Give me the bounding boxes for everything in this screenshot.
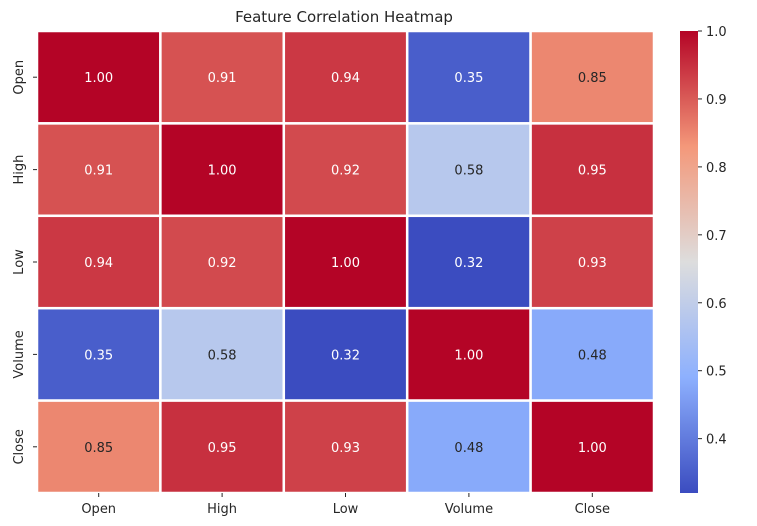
heatmap-cell (405, 214, 532, 310)
colorbar-gradient (680, 31, 698, 493)
cell-value-label: 0.92 (208, 256, 237, 271)
colorbar-tick-label: 0.6 (706, 297, 727, 312)
cell-value-label: 0.32 (454, 256, 483, 271)
heatmap-cell (35, 29, 162, 125)
x-axis: Open High Low Volume Close (81, 493, 610, 517)
cell-value-label: 1.00 (84, 71, 113, 86)
cell-value-label: 0.85 (84, 441, 113, 456)
x-tick-label: Open (81, 502, 116, 517)
heatmap-cell (282, 122, 409, 218)
chart-title: Feature Correlation Heatmap (235, 8, 453, 26)
cell-value-label: 0.35 (454, 71, 483, 86)
y-tick-label: Volume (12, 330, 27, 378)
cell-value-label: 0.35 (84, 348, 113, 363)
colorbar-tick-label: 0.4 (706, 433, 727, 448)
cell-value-label: 0.94 (331, 71, 360, 86)
cell-value-label: 0.95 (208, 441, 237, 456)
cell-value-label: 0.48 (578, 348, 607, 363)
colorbar-tick-label: 0.9 (706, 93, 727, 108)
y-tick-label: High (12, 155, 27, 185)
colorbar-tick-label: 0.7 (706, 229, 727, 244)
heatmap-cell (159, 306, 286, 402)
heatmap-cell (405, 306, 532, 402)
cell-value-label: 0.91 (208, 71, 237, 86)
y-tick-label: Close (12, 429, 27, 464)
x-tick-label: High (207, 502, 237, 517)
cell-value-label: 0.92 (331, 164, 360, 179)
y-tick-label: Low (12, 249, 27, 275)
heatmap-cell (159, 29, 286, 125)
cell-value-label: 0.94 (84, 256, 113, 271)
heatmap-cell (282, 399, 409, 495)
cell-value-label: 0.48 (454, 441, 483, 456)
cell-value-label: 0.58 (208, 348, 237, 363)
heatmap-cells: 1.00 0.91 0.94 0.35 0.85 0.91 1.00 0.92 0.58 0.95… (35, 29, 656, 495)
cell-value-label: 0.95 (578, 164, 607, 179)
heatmap-cell (529, 122, 656, 218)
y-tick-label: Open (12, 60, 27, 95)
x-tick-label: Volume (445, 502, 493, 517)
x-tick-label: Close (575, 502, 610, 517)
cell-value-label: 0.32 (331, 348, 360, 363)
cell-value-label: 0.85 (578, 71, 607, 86)
cell-value-label: 0.91 (84, 164, 113, 179)
heatmap-cell (159, 214, 286, 310)
cell-value-label: 1.00 (454, 348, 483, 363)
heatmap-cell (282, 306, 409, 402)
cell-value-label: 0.93 (331, 441, 360, 456)
colorbar: 0.4 0.5 0.6 0.7 0.8 0.9 1.0 (680, 25, 727, 493)
heatmap-cell (35, 399, 162, 495)
cell-value-label: 0.58 (454, 164, 483, 179)
colorbar-tick-label: 0.8 (706, 161, 727, 176)
heatmap-cell (529, 306, 656, 402)
colorbar-tick-label: 0.5 (706, 365, 727, 380)
y-axis: Open High Low Volume Close (12, 60, 37, 465)
x-tick-label: Low (333, 502, 359, 517)
colorbar-tick-label: 1.0 (706, 25, 727, 40)
cell-value-label: 1.00 (208, 164, 237, 179)
heatmap-cell (159, 399, 286, 495)
cell-value-label: 1.00 (331, 256, 360, 271)
cell-value-label: 0.93 (578, 256, 607, 271)
cell-value-label: 1.00 (578, 441, 607, 456)
